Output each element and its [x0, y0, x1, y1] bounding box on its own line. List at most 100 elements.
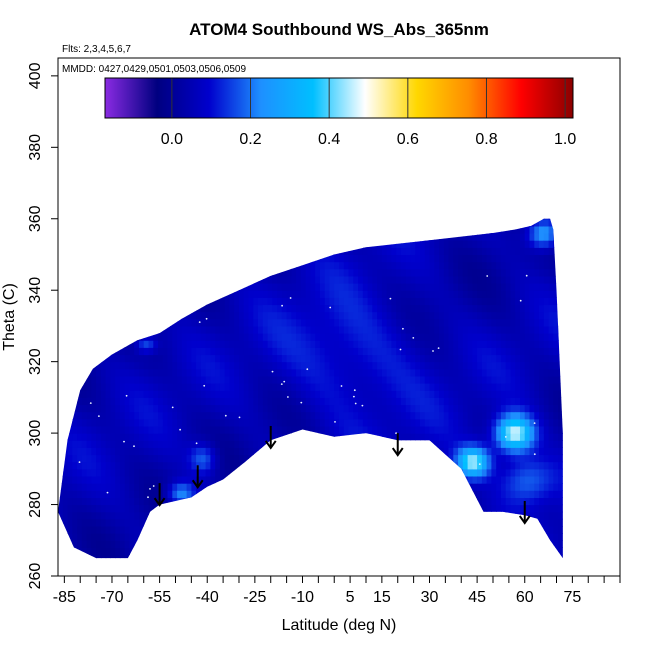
heatmap-cell [310, 512, 315, 520]
heatmap-cell [349, 440, 354, 448]
heatmap-cell [363, 290, 368, 298]
heatmap-cell [215, 383, 220, 391]
heatmap-cell [439, 312, 444, 320]
heatmap-cell [349, 397, 354, 405]
heatmap-cell [310, 497, 315, 505]
heatmap-cell [82, 233, 87, 241]
heatmap-cell [458, 476, 463, 484]
heatmap-cell [496, 562, 501, 570]
heatmap-cell [191, 247, 196, 255]
heatmap-cell [420, 290, 425, 298]
heatmap-cell [115, 226, 120, 234]
heatmap-cell [396, 376, 401, 384]
heatmap-cell [491, 555, 496, 563]
heatmap-cell [415, 419, 420, 427]
heatmap-cell [106, 526, 111, 534]
heatmap-cell [287, 433, 292, 441]
heatmap-cell [215, 497, 220, 505]
heatmap-cell [391, 290, 396, 298]
heatmap-cell [401, 326, 406, 334]
heatmap-cell [306, 312, 311, 320]
heatmap-cell [520, 262, 525, 270]
heatmap-cell [96, 233, 101, 241]
heatmap-cell [120, 312, 125, 320]
heatmap-cell [291, 326, 296, 334]
heatmap-cell [430, 469, 435, 477]
heatmap-cell [487, 462, 492, 470]
heatmap-cell [377, 305, 382, 313]
heatmap-cell [191, 276, 196, 284]
heatmap-cell [82, 562, 87, 570]
heatmap-cell [58, 462, 63, 470]
heatmap-cell [153, 512, 158, 520]
heatmap-cell [110, 462, 115, 470]
heatmap-cell [301, 547, 306, 555]
heatmap-cell [272, 333, 277, 341]
heatmap-cell [263, 340, 268, 348]
heatmap-cell [220, 469, 225, 477]
heatmap-cell [91, 455, 96, 463]
heatmap-cell [387, 290, 392, 298]
heatmap-cell [282, 540, 287, 548]
heatmap-cell [306, 469, 311, 477]
heatmap-cell [415, 369, 420, 377]
heatmap-cell [425, 419, 430, 427]
heatmap-cell [120, 390, 125, 398]
heatmap-cell [263, 547, 268, 555]
heatmap-cell [368, 462, 373, 470]
heatmap-cell [106, 340, 111, 348]
heatmap-cell [310, 540, 315, 548]
heatmap-cell [230, 433, 235, 441]
heatmap-cell [453, 412, 458, 420]
heatmap-cell [272, 412, 277, 420]
heatmap-cell [177, 276, 182, 284]
heatmap-cell [110, 297, 115, 305]
heatmap-cell [472, 362, 477, 370]
heatmap-cell [306, 376, 311, 384]
heatmap-cell [77, 390, 82, 398]
heatmap-cell [372, 240, 377, 248]
heatmap-cell [363, 483, 368, 491]
heatmap-cell [415, 233, 420, 241]
heatmap-cell [191, 426, 196, 434]
heatmap-cell [272, 255, 277, 263]
heatmap-cell [401, 226, 406, 234]
heatmap-cell [377, 533, 382, 541]
heatmap-cell [296, 405, 301, 413]
heatmap-cell [468, 326, 473, 334]
heatmap-cell [287, 212, 292, 220]
heatmap-cell [258, 405, 263, 413]
heatmap-cell [168, 326, 173, 334]
heatmap-cell [272, 483, 277, 491]
heatmap-cell [153, 440, 158, 448]
heatmap-cell [334, 247, 339, 255]
heatmap-cell [153, 240, 158, 248]
heatmap-cell [72, 526, 77, 534]
heatmap-cell [396, 533, 401, 541]
heatmap-cell [101, 269, 106, 277]
heatmap-cell [449, 555, 454, 563]
heatmap-cell [444, 326, 449, 334]
heatmap-cell [149, 269, 154, 277]
heatmap-cell [72, 512, 77, 520]
heatmap-cell [172, 505, 177, 513]
heatmap-cell [253, 526, 258, 534]
heatmap-cell [430, 355, 435, 363]
heatmap-cell [315, 297, 320, 305]
heatmap-cell [139, 269, 144, 277]
heatmap-cell [68, 490, 73, 498]
heatmap-cell [120, 555, 125, 563]
heatmap-cell [282, 497, 287, 505]
heatmap-cell [330, 419, 335, 427]
heatmap-cell [215, 262, 220, 270]
heatmap-cell [453, 240, 458, 248]
heatmap-cell [172, 376, 177, 384]
heatmap-cell [144, 376, 149, 384]
heatmap-cell [410, 405, 415, 413]
heatmap-cell [82, 247, 87, 255]
heatmap-cell [163, 405, 168, 413]
heatmap-cell [263, 305, 268, 313]
heatmap-cell [458, 276, 463, 284]
heatmap-cell [434, 412, 439, 420]
heatmap-cell [425, 219, 430, 227]
